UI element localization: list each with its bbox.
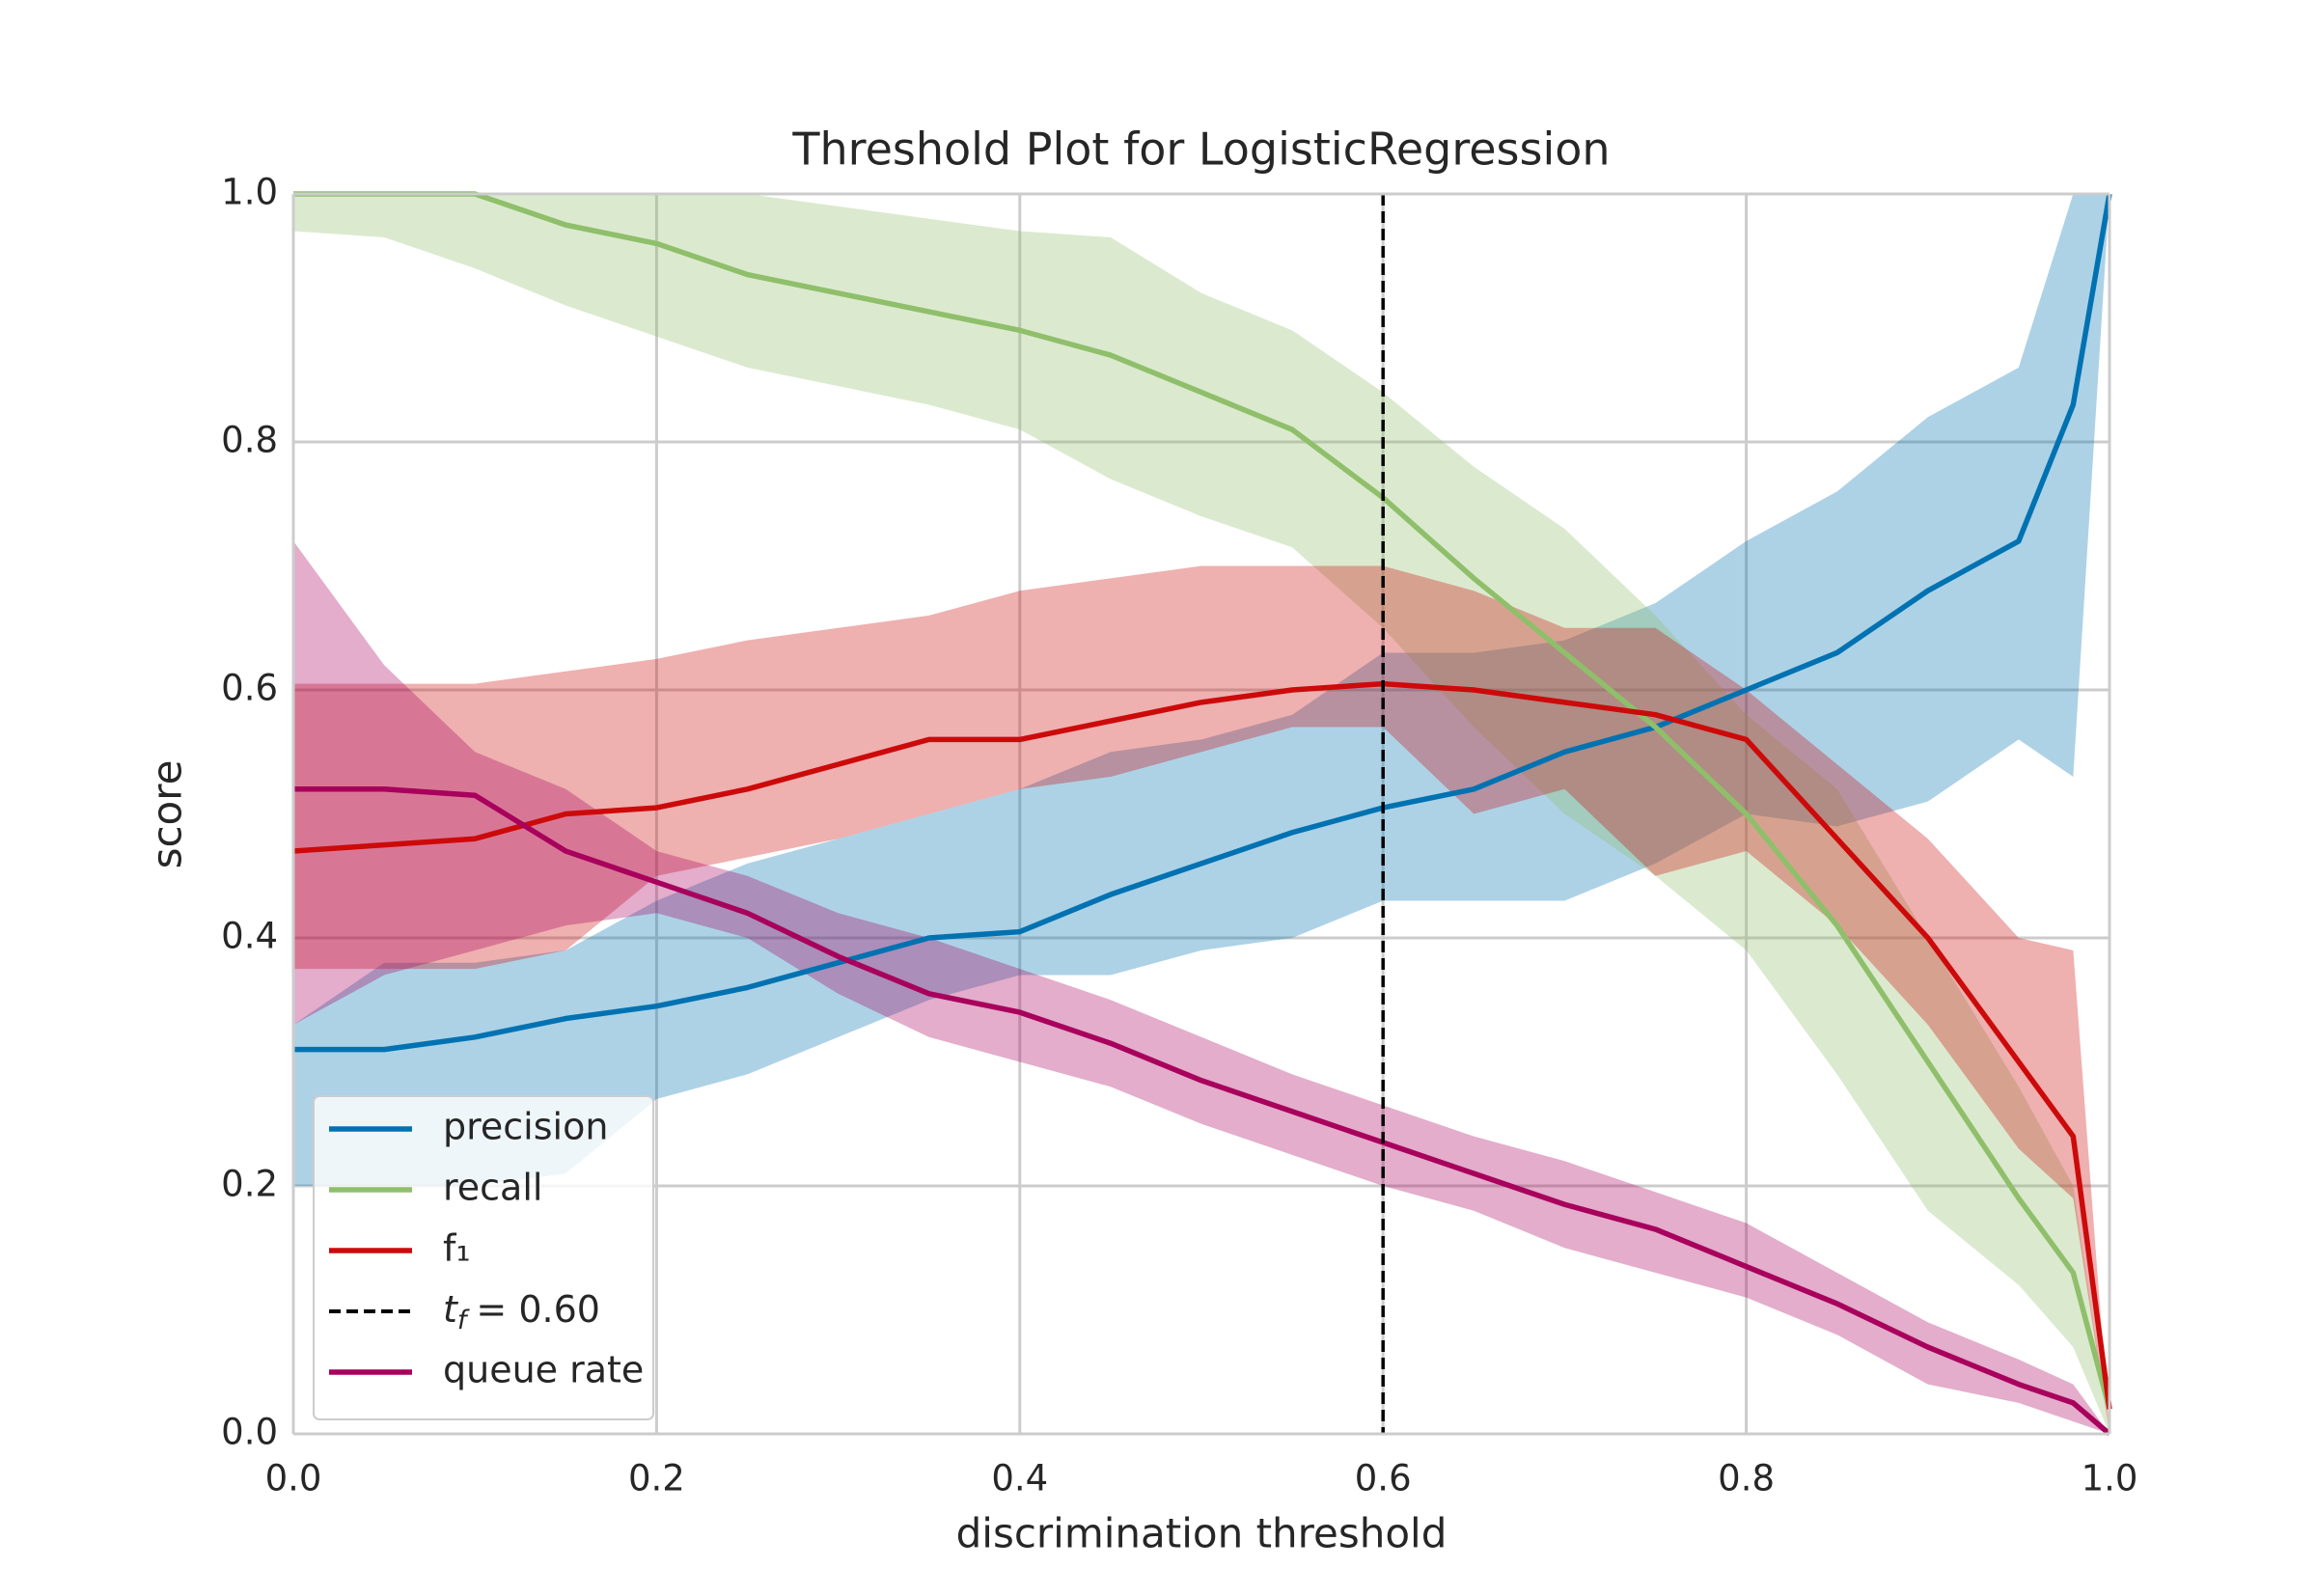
series-line (293, 191, 2112, 1411)
plot-area (292, 191, 2112, 1437)
y-tick-label: 1.0 (221, 172, 278, 213)
legend-label: tf = 0.60 (443, 1288, 600, 1335)
chart-title: Threshold Plot for LogisticRegression (791, 124, 1610, 176)
y-tick-label: 0.0 (221, 1412, 278, 1453)
series-line (293, 786, 2111, 1437)
y-tick-label: 0.8 (221, 420, 278, 461)
legend-label: recall (443, 1167, 542, 1209)
legend-label-part: t (443, 1288, 459, 1331)
x-tick-label: 0.4 (991, 1458, 1048, 1500)
confidence-band (293, 194, 2109, 1186)
y-axis-label: score (144, 760, 191, 869)
legend-label-part: = 0.60 (476, 1288, 600, 1331)
legend-box (313, 1095, 654, 1420)
y-tick-label: 0.6 (221, 668, 278, 709)
x-axis-label: discrimination threshold (956, 1510, 1448, 1557)
x-tick-label: 0.0 (265, 1458, 322, 1500)
x-tick-label: 0.6 (1355, 1458, 1412, 1500)
series-line (292, 680, 2112, 1410)
y-tick-label: 0.2 (221, 1164, 278, 1205)
y-tick-label: 0.4 (221, 916, 278, 957)
x-tick-label: 1.0 (2082, 1458, 2138, 1500)
confidence-band (293, 540, 2109, 1434)
legend-label: precision (443, 1106, 608, 1148)
series-line (293, 193, 2112, 1053)
x-tick-label: 0.8 (1718, 1458, 1775, 1500)
legend-label: f₁ (443, 1227, 471, 1270)
x-tick-label: 0.2 (628, 1458, 685, 1500)
legend-label: queue rate (443, 1349, 644, 1391)
confidence-band (293, 565, 2109, 1434)
